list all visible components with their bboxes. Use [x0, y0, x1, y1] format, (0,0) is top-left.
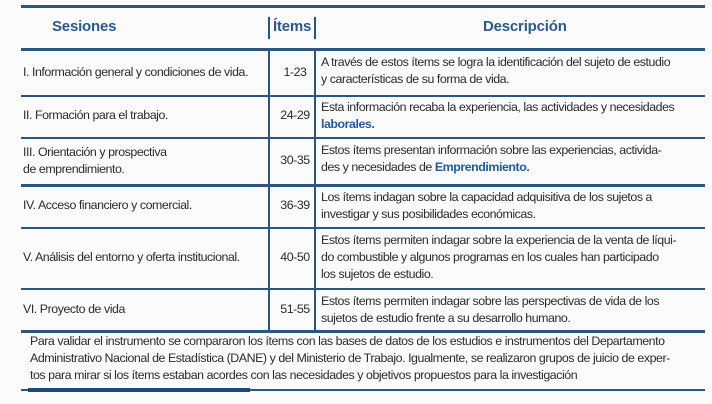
- bottom-rule: [21, 389, 705, 391]
- description-line: Esta información recaba la experiencia, …: [321, 99, 675, 116]
- items-cell: 24-29: [280, 108, 310, 122]
- session-line: de emprendimiento.: [23, 161, 125, 176]
- session-cell: I. Información general y condiciones de …: [23, 64, 248, 81]
- session-cell: VI. Proyecto de vida: [23, 301, 125, 318]
- text-segment: Estos ítems permiten indagar sobre las p…: [321, 294, 660, 308]
- description-line: Estos ítems presentan información sobre …: [321, 142, 662, 159]
- session-line: VI. Proyecto de vida: [23, 301, 125, 316]
- header-description: Descripción: [483, 18, 567, 35]
- items-cell: 36-39: [280, 198, 310, 212]
- description-line: des y necesidades de Emprendimiento.: [321, 159, 661, 176]
- column-divider: [268, 51, 270, 95]
- description-line: los sujetos de estudio.: [321, 266, 676, 283]
- row-rule: [21, 137, 705, 139]
- row-rule: [21, 330, 705, 333]
- session-cell: II. Formación para el trabajo.: [23, 107, 168, 124]
- text-segment: des y necesidades de: [321, 160, 435, 174]
- session-cell: III. Orientación y prospectiva de emprend…: [23, 144, 167, 178]
- row-rule: [21, 227, 705, 229]
- column-divider: [314, 51, 316, 95]
- text-segment: Estos ítems presentan información sobre …: [321, 143, 662, 157]
- text-segment: Los ítems indagan sobre la capacidad adq…: [321, 190, 652, 204]
- column-divider: [268, 229, 270, 288]
- highlighted-term: laborales.: [321, 117, 375, 131]
- description-line: A través de estos ítems se logra la iden…: [321, 54, 671, 71]
- items-cell: 51-55: [280, 301, 310, 316]
- description-cell: Estos ítems permiten indagar sobre las p…: [321, 293, 660, 327]
- footnote-line: Administrativo Nacional de Estadística (…: [30, 351, 670, 365]
- column-divider: [314, 96, 316, 137]
- session-cell: V. Análisis del entorno y oferta institu…: [23, 249, 240, 266]
- text-segment: do combustible y algunos programas en lo…: [321, 250, 659, 264]
- description-line: sujetos de estudio frente a su desarroll…: [321, 310, 659, 327]
- description-cell: Los ítems indagan sobre la capacidad adq…: [321, 189, 652, 223]
- column-divider: [314, 139, 316, 184]
- session-line: IV. Acceso financiero y comercial.: [23, 198, 192, 212]
- column-divider: [314, 290, 316, 330]
- footnote-line: Para validar el instrumento se compararo…: [30, 334, 665, 348]
- description-cell: Estos ítems presentan información sobre …: [321, 142, 662, 176]
- column-divider: [268, 290, 270, 330]
- description-line: Estos ítems permiten indagar sobre las p…: [321, 293, 660, 310]
- text-segment: A través de estos ítems se logra la iden…: [321, 55, 671, 69]
- description-line: investigar y sus posibilidades económica…: [321, 206, 652, 223]
- bottom-accent-bar: [28, 388, 250, 392]
- footnote: Para validar el instrumento se compararo…: [30, 333, 670, 384]
- description-line: laborales.: [321, 116, 674, 133]
- session-line: I. Información general y condiciones de …: [23, 64, 248, 79]
- table-top-rule: [21, 5, 705, 8]
- description-cell: Esta información recaba la experiencia, …: [321, 99, 675, 133]
- header-divider: [314, 17, 316, 39]
- text-segment: investigar y sus posibilidades económica…: [321, 207, 536, 221]
- session-line: V. Análisis del entorno y oferta institu…: [23, 250, 240, 264]
- column-divider: [268, 139, 270, 184]
- text-segment: y características de su forma de vida.: [321, 72, 510, 86]
- description-cell: A través de estos ítems se logra la iden…: [321, 54, 671, 88]
- footnote-line: tos para mirar si los ítems estaban acor…: [30, 368, 578, 382]
- items-cell: 30-35: [280, 153, 310, 167]
- description-line: Los ítems indagan sobre la capacidad adq…: [321, 189, 652, 206]
- items-cell: 40-50: [280, 250, 310, 264]
- column-divider: [314, 229, 316, 288]
- highlighted-term: Emprendimiento.: [434, 160, 530, 174]
- description-line: do combustible y algunos programas en lo…: [321, 249, 676, 266]
- description-line: Estos ítems permiten indagar sobre la ex…: [321, 232, 677, 249]
- session-cell: IV. Acceso financiero y comercial.: [23, 197, 192, 214]
- session-line: II. Formación para el trabajo.: [23, 108, 168, 122]
- description-cell: Estos ítems permiten indagar sobre la ex…: [321, 232, 677, 283]
- text-segment: Esta información recaba la experiencia, …: [321, 100, 675, 114]
- items-cell: 1-23: [283, 64, 307, 79]
- row-rule: [21, 95, 705, 97]
- header-rule: [21, 48, 705, 51]
- session-line: III. Orientación y prospectiva: [23, 144, 167, 159]
- header-divider: [268, 17, 270, 39]
- column-divider: [268, 186, 270, 227]
- text-segment: sujetos de estudio frente a su desarroll…: [321, 311, 571, 325]
- description-line: y características de su forma de vida.: [321, 71, 670, 88]
- text-segment: los sujetos de estudio.: [321, 267, 434, 281]
- row-rule: [21, 288, 705, 290]
- header-sessions: Sesiones: [52, 18, 117, 35]
- column-divider: [268, 96, 270, 137]
- text-segment: Estos ítems permiten indagar sobre la ex…: [321, 233, 677, 247]
- column-divider: [314, 186, 316, 227]
- row-rule: [21, 184, 705, 187]
- header-items: Ítems: [273, 18, 312, 35]
